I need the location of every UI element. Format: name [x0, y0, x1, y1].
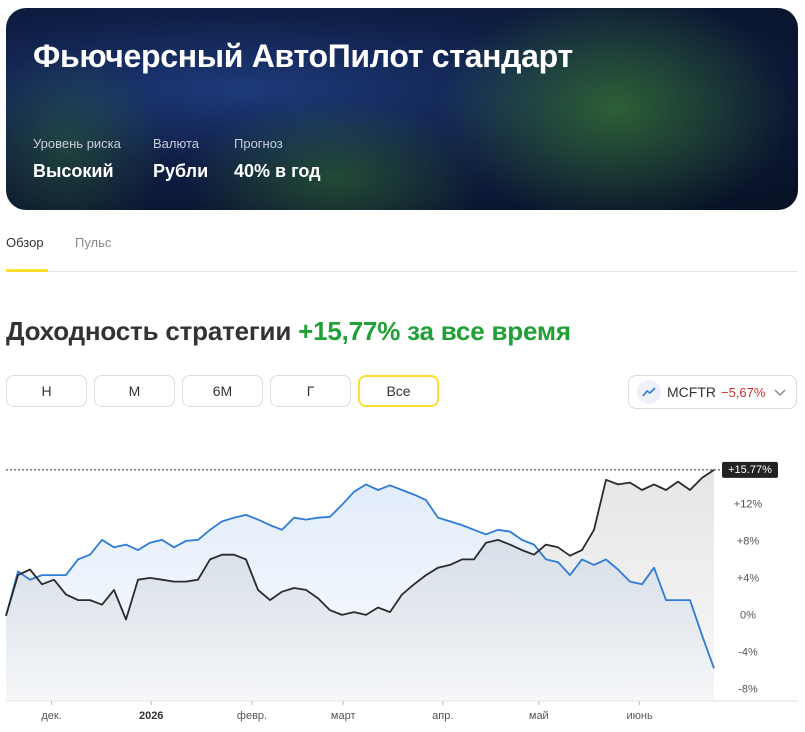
heading-text: Доходность стратегии: [6, 316, 292, 346]
stat-label: Уровень риска: [33, 136, 121, 151]
benchmark-name: MCFTR: [667, 384, 716, 400]
benchmark-selector[interactable]: MCFTR −5,67%: [628, 375, 797, 409]
icon: [642, 387, 656, 397]
period-button[interactable]: Г: [270, 375, 351, 407]
period-button[interactable]: Все: [358, 375, 439, 407]
tab[interactable]: Обзор: [6, 235, 44, 250]
current-value-label: +15.77%: [728, 464, 772, 476]
strategy-title: Фьючерсный АвтоПилот стандарт: [33, 38, 573, 74]
stat-label: Валюта: [153, 136, 199, 151]
banner-decoration: [436, 8, 796, 210]
series-line: [5, 483, 715, 669]
period-button[interactable]: 6М: [182, 375, 263, 407]
stat: Прогноз 40% в год: [234, 136, 321, 182]
y-tick-label: +12%: [734, 499, 763, 511]
tab[interactable]: Пульс: [75, 235, 112, 250]
y-tick-label: 0%: [740, 610, 756, 622]
section-heading: Доходность стратегии +15,77% за все врем…: [6, 316, 571, 347]
stat-value: Высокий: [33, 161, 114, 181]
series-line: [5, 469, 715, 621]
tab-divider: [6, 271, 798, 272]
y-tick-label: +4%: [737, 573, 760, 585]
current-value-tag: [722, 461, 778, 478]
heading-return: +15,77% за все время: [298, 316, 571, 346]
y-tick-label: -8%: [738, 684, 758, 696]
stat: Уровень риска Высокий: [33, 136, 121, 182]
banner-decoration: [186, 98, 486, 210]
stat: Валюта Рубли: [153, 136, 208, 182]
x-tick-label: февр.: [237, 710, 267, 722]
tab-indicator: [6, 269, 48, 272]
x-tick-label: 2026: [139, 710, 163, 722]
benchmark-value: −5,67%: [721, 384, 766, 400]
x-tick-label: июнь: [626, 710, 652, 722]
hero-banner: Фьючерсный АвтоПилот стандарт Уровень ри…: [6, 8, 798, 210]
stat-label: Прогноз: [234, 136, 283, 151]
stat-value: 40% в год: [234, 161, 321, 181]
area-fill: [6, 469, 714, 700]
chart: дек. 2026 февр. март апр. май июнь +12% +8% +4% 0%…: [5, 461, 798, 722]
x-tick-label: май: [529, 710, 549, 722]
period-button[interactable]: Н: [6, 375, 87, 407]
y-tick-label: -4%: [738, 647, 758, 659]
x-tick-label: дек.: [41, 710, 61, 722]
chevron: [774, 389, 786, 396]
x-tick-label: апр.: [432, 710, 453, 722]
period-button[interactable]: М: [94, 375, 175, 407]
x-tick-label: март: [331, 710, 356, 722]
y-tick-label: +8%: [737, 536, 760, 548]
benchmark-icon: [637, 380, 661, 404]
stat-value: Рубли: [153, 161, 209, 181]
banner-decoration: [6, 48, 166, 210]
